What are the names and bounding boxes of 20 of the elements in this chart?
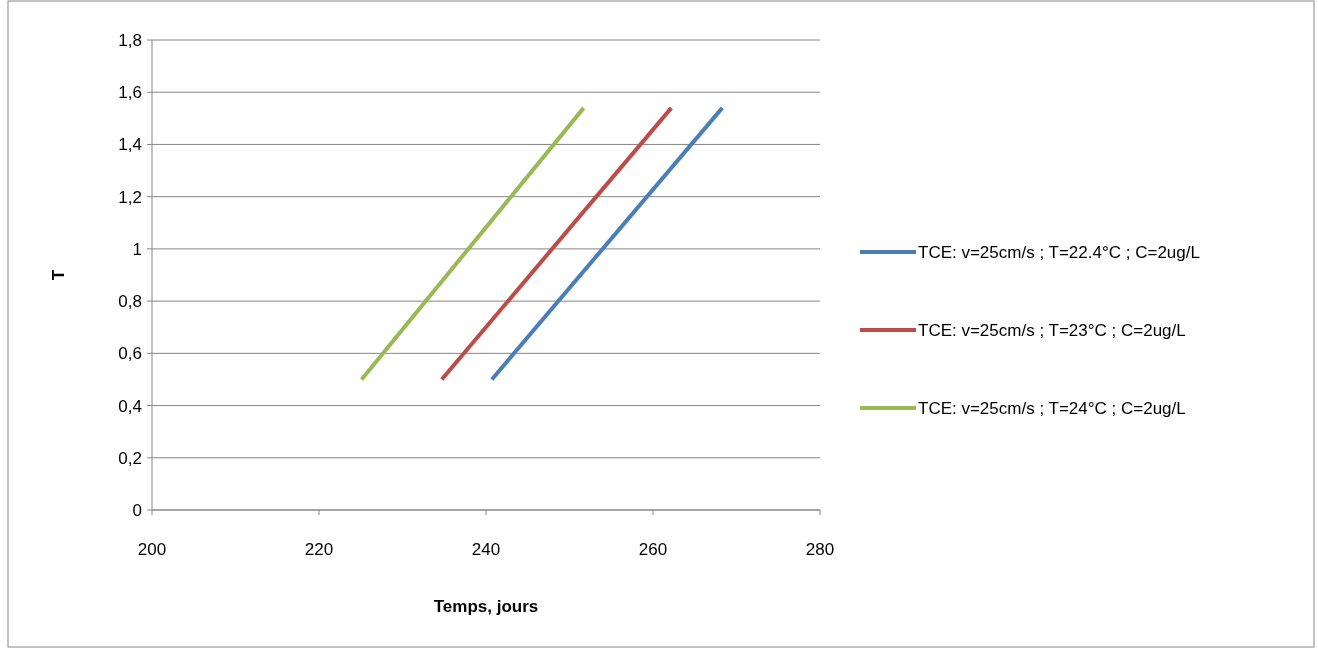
y-tick-label: 1: [132, 239, 142, 259]
y-tick-label: 0,4: [118, 396, 142, 416]
legend-label: TCE: v=25cm/s ; T=22.4°C ; C=2ug/L: [918, 242, 1200, 262]
y-tick-label: 1,6: [118, 83, 142, 103]
x-tick-label: 280: [805, 540, 835, 559]
y-tick-label: 1,2: [118, 187, 142, 207]
y-tick-label: 0,2: [118, 448, 142, 468]
x-tick-label: 200: [137, 540, 167, 559]
y-tick-label: 0,6: [118, 344, 142, 364]
y-tick-label: 1,4: [118, 135, 142, 155]
y-tick-label: 0,8: [118, 292, 142, 312]
x-tick-label: 260: [638, 540, 668, 559]
y-tick-label: 1,8: [118, 30, 142, 50]
y-axis-title: T: [49, 269, 68, 281]
legend-label: TCE: v=25cm/s ; T=24°C ; C=2ug/L: [918, 398, 1186, 418]
x-tick-label: 220: [304, 540, 334, 559]
x-axis-title: Temps, jours: [433, 597, 539, 616]
x-tick-label: 240: [471, 540, 501, 559]
y-tick-label: 0: [132, 500, 142, 520]
legend-label: TCE: v=25cm/s ; T=23°C ; C=2ug/L: [918, 320, 1186, 340]
